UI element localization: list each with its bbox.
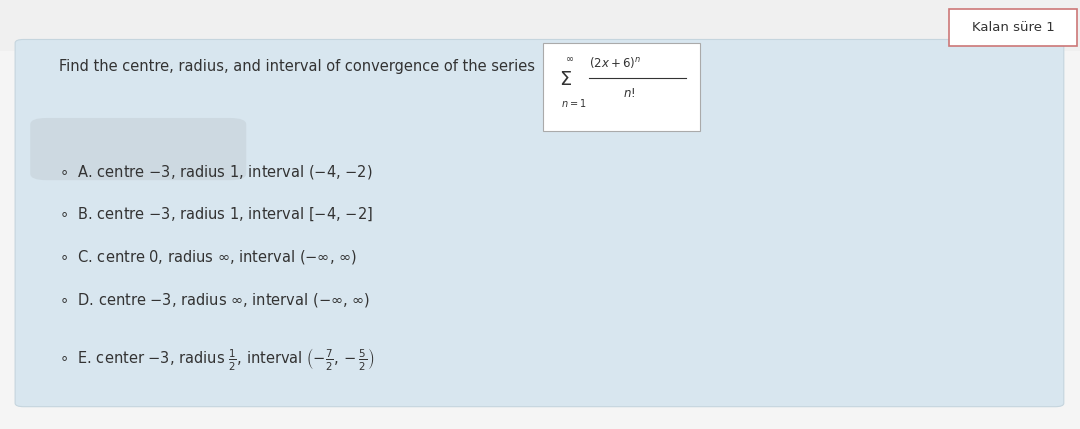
Text: $\Sigma$: $\Sigma$ xyxy=(559,70,572,89)
Text: $(2x + 6)^n$: $(2x + 6)^n$ xyxy=(589,55,640,69)
Text: $n!$: $n!$ xyxy=(623,87,636,100)
Text: $\circ$  C. centre 0, radius $\infty$, interval ($-\infty$, $\infty$): $\circ$ C. centre 0, radius $\infty$, in… xyxy=(59,248,357,266)
FancyBboxPatch shape xyxy=(15,39,1064,407)
FancyBboxPatch shape xyxy=(0,0,1080,51)
FancyBboxPatch shape xyxy=(543,43,700,131)
Text: $\circ$  B. centre $-$3, radius 1, interval [$-$4, $-$2]: $\circ$ B. centre $-$3, radius 1, interv… xyxy=(59,206,374,223)
Text: Find the centre, radius, and interval of convergence of the series: Find the centre, radius, and interval of… xyxy=(59,59,536,74)
Text: $\circ$  A. centre $-$3, radius 1, interval ($-$4, $-$2): $\circ$ A. centre $-$3, radius 1, interv… xyxy=(59,163,373,181)
Text: $\infty$: $\infty$ xyxy=(565,53,573,63)
FancyBboxPatch shape xyxy=(30,118,246,180)
Text: $\circ$  D. centre $-$3, radius $\infty$, interval ($-\infty$, $\infty$): $\circ$ D. centre $-$3, radius $\infty$,… xyxy=(59,291,370,309)
Text: $n{=}1$: $n{=}1$ xyxy=(561,97,586,109)
Text: Kalan süre 1: Kalan süre 1 xyxy=(972,21,1054,34)
FancyBboxPatch shape xyxy=(949,9,1077,46)
Text: $\circ$  E. center $-$3, radius $\frac{1}{2}$, interval $\left(-\frac{7}{2}, -\f: $\circ$ E. center $-$3, radius $\frac{1}… xyxy=(59,347,375,373)
